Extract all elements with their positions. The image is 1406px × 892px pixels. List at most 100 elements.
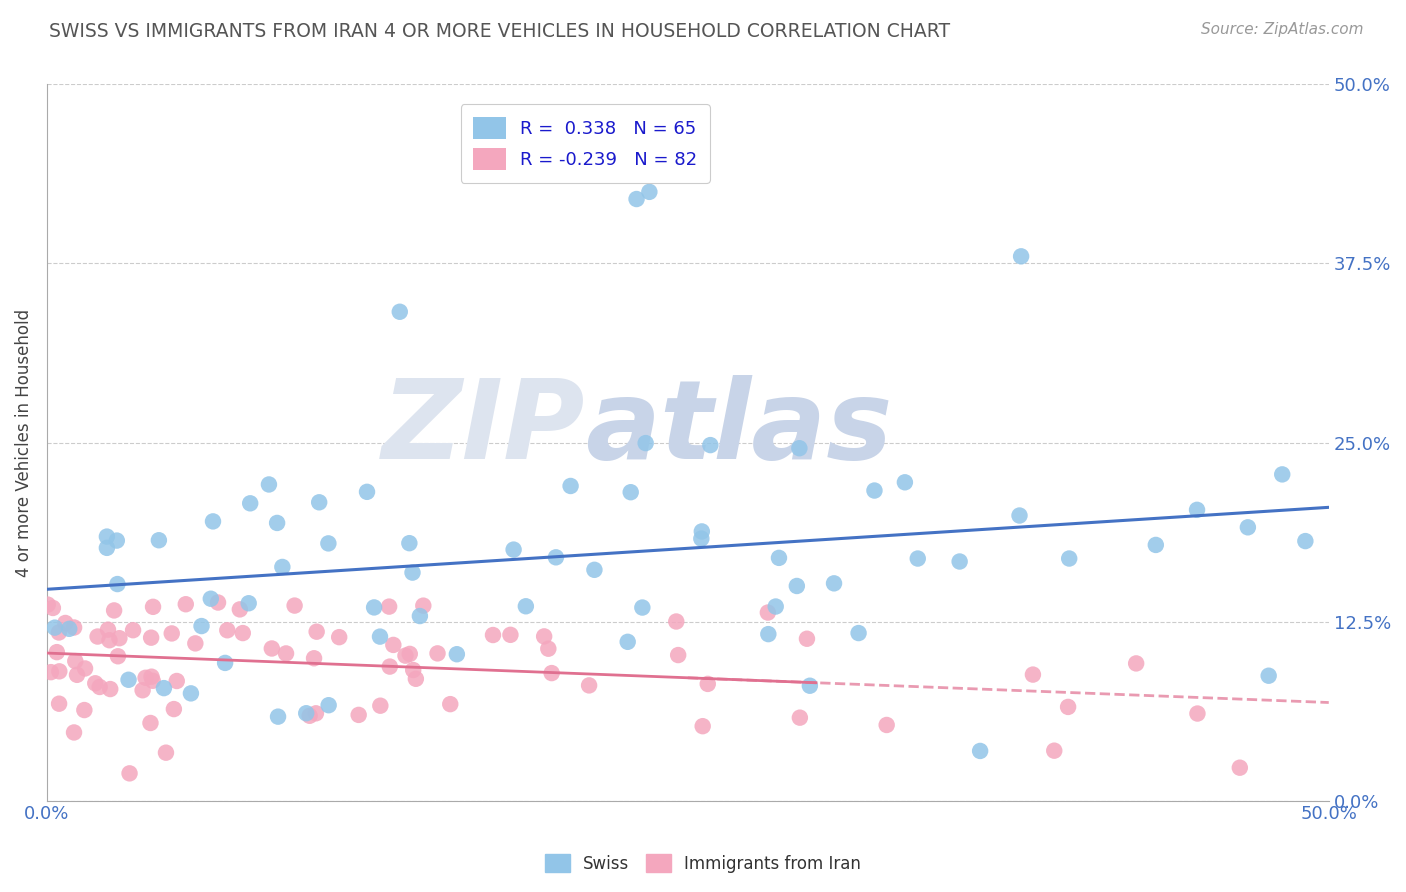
Point [786, 579, 808, 593]
Point [232, 626, 254, 640]
Point [163, 702, 186, 716]
Point [37, 598, 59, 612]
Point [789, 441, 811, 455]
Point [180, 686, 202, 700]
Point [298, 708, 321, 723]
Point [696, 677, 718, 691]
Point [969, 744, 991, 758]
Point [284, 599, 307, 613]
Point [692, 719, 714, 733]
Point [260, 641, 283, 656]
Point [537, 641, 560, 656]
Point [84, 676, 107, 690]
Point [796, 632, 818, 646]
Point [274, 647, 297, 661]
Point [394, 648, 416, 663]
Point [89, 680, 111, 694]
Point [153, 681, 176, 695]
Point [1271, 467, 1294, 482]
Point [1043, 744, 1066, 758]
Point [631, 600, 654, 615]
Point [238, 596, 260, 610]
Legend: Swiss, Immigrants from Iran: Swiss, Immigrants from Iran [538, 847, 868, 880]
Point [42, 601, 65, 615]
Point [482, 628, 505, 642]
Point [768, 550, 790, 565]
Point [368, 630, 391, 644]
Point [155, 746, 177, 760]
Point [638, 185, 661, 199]
Point [1010, 249, 1032, 263]
Point [765, 599, 787, 614]
Point [96, 541, 118, 555]
Point [105, 533, 128, 548]
Point [184, 636, 207, 650]
Point [756, 606, 779, 620]
Point [823, 576, 845, 591]
Point [378, 599, 401, 614]
Point [305, 624, 328, 639]
Point [789, 711, 811, 725]
Point [356, 484, 378, 499]
Point [271, 560, 294, 574]
Point [58, 622, 80, 636]
Point [318, 536, 340, 550]
Point [45, 645, 67, 659]
Point [73, 703, 96, 717]
Point [1125, 657, 1147, 671]
Point [103, 603, 125, 617]
Point [363, 600, 385, 615]
Point [699, 438, 721, 452]
Text: Source: ZipAtlas.com: Source: ZipAtlas.com [1201, 22, 1364, 37]
Point [98, 633, 121, 648]
Point [370, 698, 392, 713]
Legend: R =  0.338   N = 65, R = -0.239   N = 82: R = 0.338 N = 65, R = -0.239 N = 82 [461, 104, 710, 183]
Point [96, 530, 118, 544]
Point [626, 192, 648, 206]
Point [401, 566, 423, 580]
Point [53, 615, 76, 630]
Point [756, 627, 779, 641]
Point [135, 671, 157, 685]
Point [907, 551, 929, 566]
Point [131, 683, 153, 698]
Point [1229, 761, 1251, 775]
Point [1237, 520, 1260, 534]
Point [229, 602, 252, 616]
Point [107, 577, 129, 591]
Point [665, 615, 688, 629]
Point [305, 706, 328, 721]
Point [799, 679, 821, 693]
Point [620, 485, 643, 500]
Point [141, 670, 163, 684]
Point [174, 597, 197, 611]
Point [308, 495, 330, 509]
Point [1057, 551, 1080, 566]
Point [266, 516, 288, 530]
Point [398, 536, 420, 550]
Point [267, 709, 290, 723]
Y-axis label: 4 or more Vehicles in Household: 4 or more Vehicles in Household [15, 309, 32, 576]
Point [863, 483, 886, 498]
Point [382, 638, 405, 652]
Point [257, 477, 280, 491]
Point [616, 635, 638, 649]
Point [139, 716, 162, 731]
Point [217, 624, 239, 638]
Point [200, 591, 222, 606]
Point [39, 665, 62, 680]
Point [207, 595, 229, 609]
Point [578, 678, 600, 692]
Point [1185, 503, 1208, 517]
Point [98, 681, 121, 696]
Point [848, 626, 870, 640]
Point [1294, 534, 1316, 549]
Point [1144, 538, 1167, 552]
Text: ZIP: ZIP [382, 375, 585, 482]
Point [44, 621, 66, 635]
Point [1187, 706, 1209, 721]
Point [583, 563, 606, 577]
Point [328, 630, 350, 644]
Point [108, 631, 131, 645]
Point [502, 542, 524, 557]
